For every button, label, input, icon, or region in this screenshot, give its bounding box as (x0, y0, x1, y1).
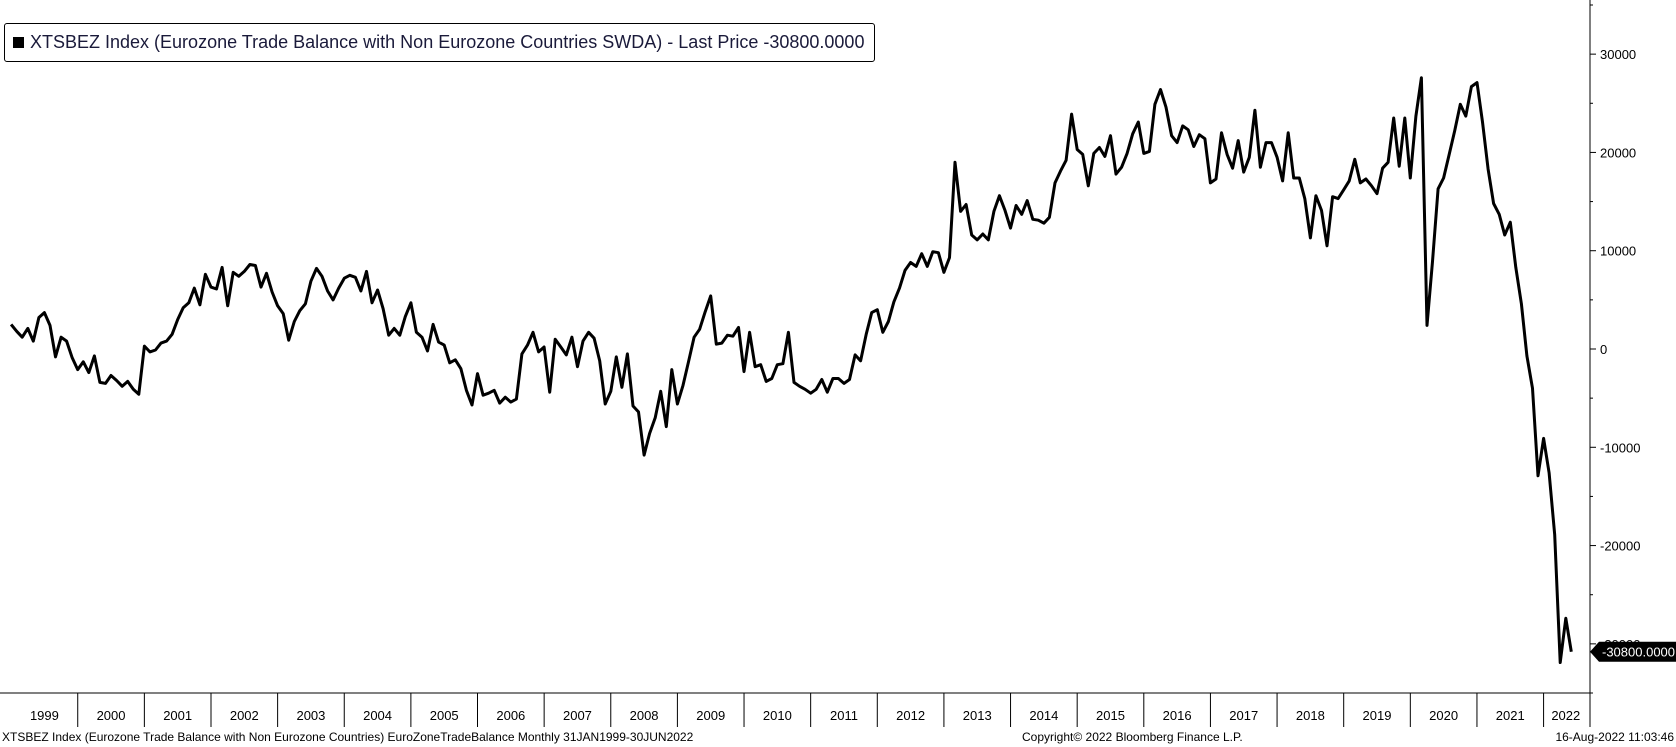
x-tick-label: 2013 (963, 708, 992, 723)
x-tick-label: 2002 (230, 708, 259, 723)
x-tick-label: 2009 (696, 708, 725, 723)
x-tick-label: 2010 (763, 708, 792, 723)
last-value-tag (1590, 641, 1676, 662)
x-tick-label: 2022 (1551, 708, 1580, 723)
x-tick-label: 2003 (296, 708, 325, 723)
x-tick-label: 2005 (430, 708, 459, 723)
y-tick-label: 10000 (1600, 244, 1636, 259)
last-value-label: -30800.0000 (1602, 645, 1675, 660)
x-tick-label: 2007 (563, 708, 592, 723)
x-tick-label: 2014 (1029, 708, 1058, 723)
x-tick-label: 1999 (30, 708, 59, 723)
legend-last-price-value: -30800.0000 (763, 32, 865, 52)
y-tick-label: 0 (1600, 342, 1607, 357)
y-tick-label: -10000 (1600, 440, 1640, 455)
x-tick-label: 2001 (163, 708, 192, 723)
legend-series-label: XTSBEZ Index (Eurozone Trade Balance wit… (30, 32, 663, 52)
last-value-marker: -30800.0000 (1590, 641, 1676, 662)
footer-copyright: Copyright© 2022 Bloomberg Finance L.P. (1022, 730, 1243, 744)
y-tick-label: 20000 (1600, 145, 1636, 160)
footer-description: XTSBEZ Index (Eurozone Trade Balance wit… (2, 730, 694, 744)
x-tick-label: 2008 (630, 708, 659, 723)
x-tick-label: 2000 (97, 708, 126, 723)
x-tick-label: 2011 (830, 708, 858, 723)
x-axis: 1999 2000 2001 2002 2003 2004 2005 2006 2007 2008… (0, 692, 1590, 727)
legend-swatch (13, 37, 24, 48)
y-tick-label: 30000 (1600, 47, 1636, 62)
x-tick-label: 2016 (1163, 708, 1192, 723)
series-group (9, 76, 1573, 664)
legend: XTSBEZ Index (Eurozone Trade Balance wit… (4, 23, 876, 62)
x-tick-label: 2019 (1363, 708, 1392, 723)
footer-timestamp: 16-Aug-2022 11:03:46 (1555, 730, 1674, 744)
x-tick-label: 2018 (1296, 708, 1325, 723)
x-tick-label: 2004 (363, 708, 392, 723)
x-tick-label: 2015 (1096, 708, 1125, 723)
x-tick-label: 2017 (1229, 708, 1258, 723)
x-tick-label: 2020 (1429, 708, 1458, 723)
series-line (9, 76, 1573, 664)
legend-last-price-label: Last Price (678, 32, 759, 52)
x-tick-label: 2012 (896, 708, 925, 723)
y-tick-label: -20000 (1600, 539, 1640, 554)
legend-separator: - (662, 32, 679, 52)
x-tick-label: 2006 (496, 708, 525, 723)
x-tick-label: 2021 (1496, 708, 1525, 723)
